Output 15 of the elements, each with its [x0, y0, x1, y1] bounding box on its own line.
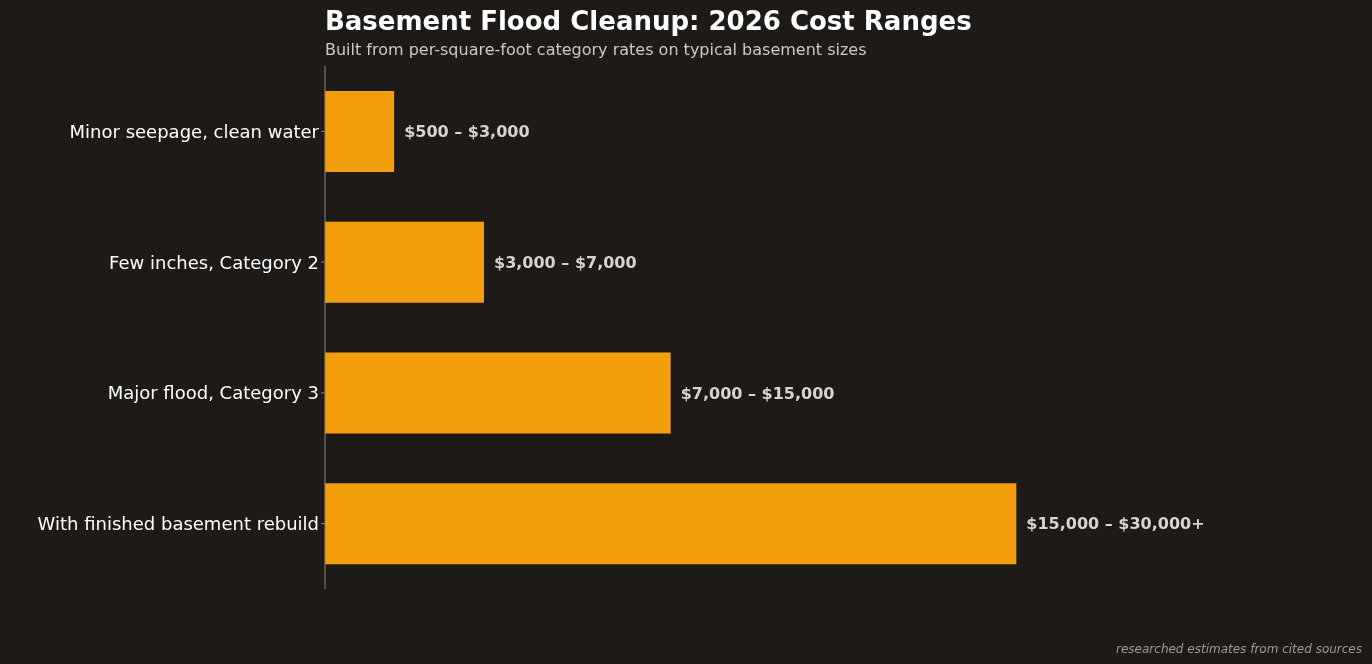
y-tick-label: Few inches, Category 2 [109, 251, 319, 273]
chart-subtitle: Built from per-square-foot category rates on typical basement sizes [325, 40, 867, 59]
bar [325, 221, 485, 303]
annotation: $3,000 – $7,000 [494, 252, 637, 272]
annotation: $500 – $3,000 [404, 122, 530, 142]
annotation: $7,000 – $15,000 [680, 383, 835, 403]
y-tick-label: With finished basement rebuild [37, 513, 319, 535]
bar [325, 91, 395, 172]
bar [325, 483, 1017, 565]
bar [325, 352, 671, 434]
y-tick-label: Major flood, Category 3 [107, 382, 319, 404]
y-tick-label: Minor seepage, clean water [69, 120, 320, 142]
text: researched estimates from cited sources [1116, 642, 1362, 656]
chart-title: Basement Flood Cleanup: 2026 Cost Ranges [325, 6, 972, 36]
text: $15,000 – $30,000+ [1026, 514, 1205, 534]
